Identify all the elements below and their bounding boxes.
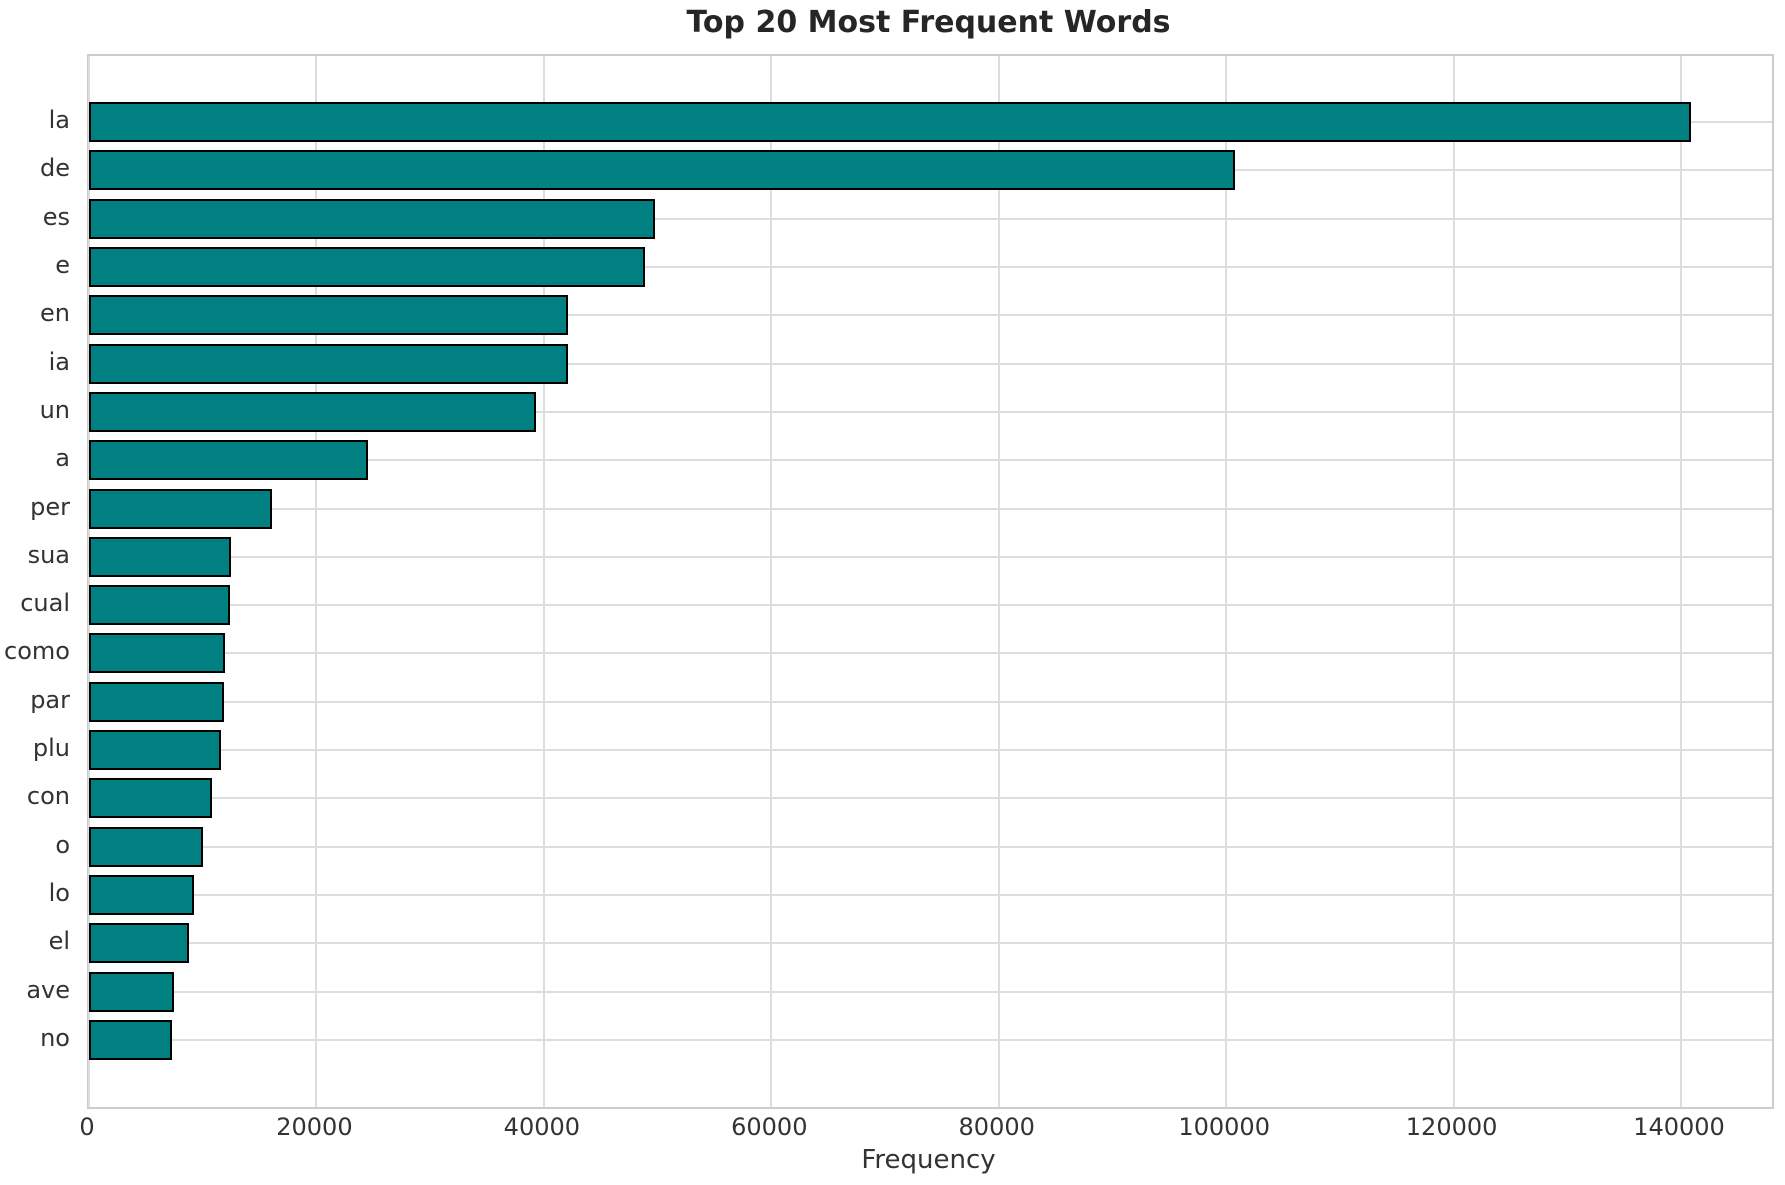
- bar-un: [89, 391, 536, 432]
- y-tick-label-ia: ia: [48, 347, 70, 376]
- y-tick-label-la: la: [48, 106, 70, 135]
- y-tick-label-en: en: [40, 299, 70, 328]
- bar-o: [89, 826, 203, 867]
- y-tick-label-el: el: [48, 927, 70, 956]
- y-gridline: [89, 410, 1772, 413]
- y-gridline: [89, 266, 1772, 269]
- y-gridline: [89, 1038, 1772, 1041]
- bar-en: [89, 295, 568, 336]
- bar-cual: [89, 585, 230, 626]
- y-tick-label-per: per: [30, 492, 70, 521]
- x-gridline: [770, 56, 773, 1107]
- y-tick-label-e: e: [55, 251, 70, 280]
- y-tick-label-cual: cual: [20, 589, 70, 618]
- y-tick-label-plu: plu: [32, 734, 70, 763]
- bar-a: [89, 440, 368, 481]
- x-tick-label-140000: 140000: [1633, 1113, 1725, 1141]
- bar-la: [89, 102, 1692, 143]
- y-gridline: [89, 507, 1772, 510]
- y-tick-label-un: un: [39, 395, 70, 424]
- bar-no: [89, 1019, 172, 1060]
- x-tick-label-20000: 20000: [276, 1113, 353, 1141]
- y-gridline: [89, 942, 1772, 945]
- bar-lo: [89, 874, 194, 915]
- x-tick-label-40000: 40000: [503, 1113, 581, 1141]
- x-gridline: [542, 56, 545, 1107]
- x-tick-label-80000: 80000: [958, 1113, 1035, 1141]
- x-tick-label-0: 0: [79, 1113, 95, 1141]
- x-gridline: [997, 56, 1000, 1107]
- y-gridline: [89, 749, 1772, 752]
- y-gridline: [89, 700, 1772, 703]
- y-gridline: [89, 652, 1772, 655]
- y-tick-label-lo: lo: [48, 878, 70, 907]
- y-tick-label-es: es: [42, 202, 70, 231]
- bar-e: [89, 247, 646, 288]
- bar-de: [89, 150, 1236, 191]
- y-gridline: [89, 604, 1772, 607]
- x-tick-label-120000: 120000: [1405, 1113, 1498, 1141]
- bar-per: [89, 488, 273, 529]
- bar-es: [89, 198, 656, 239]
- x-tick-label-100000: 100000: [1178, 1113, 1270, 1141]
- y-gridline: [89, 555, 1772, 558]
- bar-plu: [89, 730, 221, 771]
- y-tick-label-con: con: [26, 782, 70, 811]
- bar-el: [89, 923, 190, 964]
- x-gridline: [1680, 56, 1683, 1107]
- y-tick-label-como: como: [4, 637, 70, 666]
- x-gridline: [1452, 56, 1455, 1107]
- y-gridline: [89, 314, 1772, 317]
- bar-como: [89, 633, 226, 674]
- y-tick-label-o: o: [55, 830, 70, 859]
- bar-sua: [89, 536, 232, 577]
- y-tick-label-de: de: [40, 154, 70, 183]
- bar-ia: [89, 343, 568, 384]
- y-gridline: [89, 217, 1772, 220]
- y-tick-label-ave: ave: [26, 975, 70, 1004]
- chart-title: Top 20 Most Frequent Words: [686, 5, 1171, 40]
- y-gridline: [89, 893, 1772, 896]
- x-gridline: [1225, 56, 1228, 1107]
- y-gridline: [89, 990, 1772, 993]
- y-tick-label-no: no: [40, 1023, 70, 1052]
- x-gridline: [88, 56, 90, 1107]
- y-gridline: [89, 362, 1772, 365]
- x-tick-label-60000: 60000: [731, 1113, 808, 1141]
- y-gridline: [89, 459, 1772, 462]
- y-tick-label-sua: sua: [27, 540, 70, 569]
- bar-con: [89, 778, 212, 819]
- y-tick-label-par: par: [30, 685, 70, 714]
- y-gridline: [89, 797, 1772, 800]
- bar-ave: [89, 971, 175, 1012]
- x-gridline: [315, 56, 318, 1107]
- y-gridline: [89, 845, 1772, 848]
- plot-area: [87, 54, 1774, 1109]
- x-axis-label: Frequency: [861, 1145, 996, 1175]
- bar-par: [89, 681, 225, 722]
- y-tick-label-a: a: [55, 444, 70, 473]
